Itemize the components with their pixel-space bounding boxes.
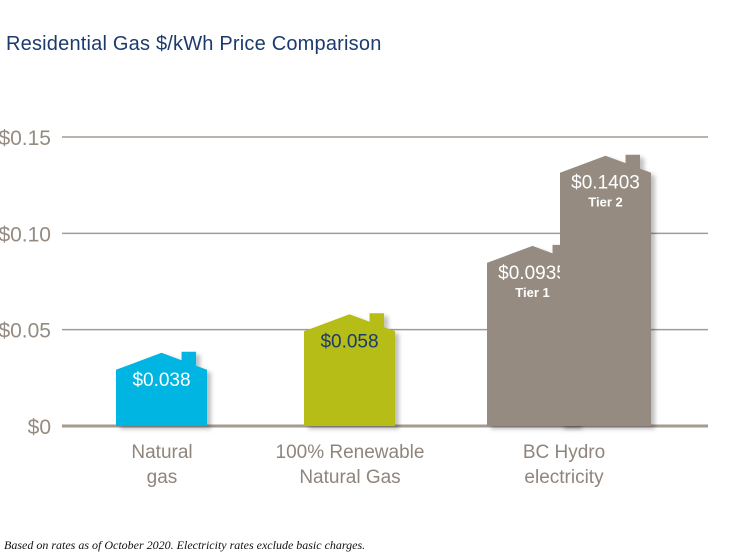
bar-house — [304, 313, 395, 426]
x-tick-label: Natural Gas — [299, 467, 400, 488]
x-tick-label: BC Hydro — [523, 442, 605, 463]
y-tick-label: $0.10 — [0, 223, 51, 246]
footnote: Based on rates as of October 2020. Elect… — [4, 538, 366, 552]
x-tick-label: electricity — [524, 467, 604, 488]
bar-house — [560, 154, 651, 426]
data-label: $0.038 — [132, 370, 190, 391]
x-tick-label: gas — [147, 467, 178, 488]
y-tick-label: $0.15 — [0, 127, 51, 150]
data-sublabel: Tier 1 — [515, 285, 549, 300]
data-label: $0.058 — [320, 331, 378, 352]
x-tick-label: Natural — [131, 442, 192, 463]
data-label: $0.1403 — [571, 173, 640, 194]
y-tick-label: $0.05 — [0, 320, 51, 343]
y-tick-label: $0 — [28, 416, 51, 439]
bar-house — [487, 244, 578, 426]
data-label: $0.0935 — [498, 263, 567, 284]
chart-title: Residential Gas $/kWh Price Comparison — [6, 33, 382, 55]
bar-house — [116, 351, 207, 426]
x-tick-label: 100% Renewable — [276, 442, 425, 463]
data-sublabel: Tier 2 — [588, 195, 622, 210]
